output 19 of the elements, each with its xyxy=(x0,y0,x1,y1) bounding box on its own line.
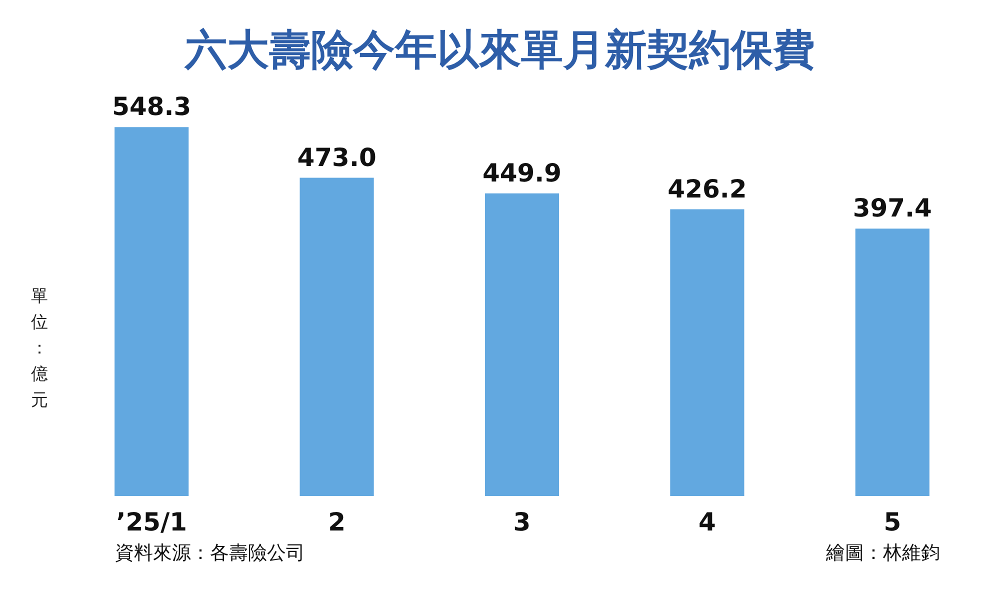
data-label: 397.4 xyxy=(852,194,932,223)
data-label: 449.9 xyxy=(482,158,562,188)
x-tick-label: 4 xyxy=(698,508,716,536)
data-label: 548.3 xyxy=(112,92,192,122)
x-tick-label: ’25/1 xyxy=(116,508,188,536)
source-note: 資料來源：各壽險公司 xyxy=(115,541,305,566)
bar xyxy=(670,209,744,496)
x-tick-label: 3 xyxy=(513,508,531,536)
data-label: 426.2 xyxy=(668,174,747,204)
y-axis-title: 單位：億元 xyxy=(31,286,48,410)
bar xyxy=(300,178,374,496)
bar xyxy=(855,228,930,496)
data-label: 473.0 xyxy=(297,142,376,172)
text: 繪圖：林維鈞 xyxy=(826,541,940,566)
x-tick-label: 5 xyxy=(884,508,902,536)
chart-title: 六大壽險今年以來單月新契約保費 xyxy=(183,24,816,76)
bar xyxy=(484,193,560,496)
bar xyxy=(114,127,189,496)
x-tick-label: 2 xyxy=(328,508,346,536)
